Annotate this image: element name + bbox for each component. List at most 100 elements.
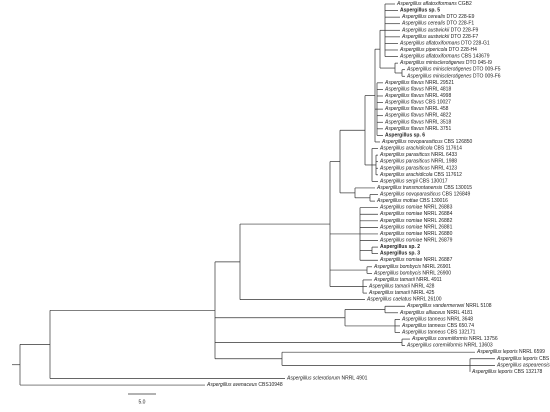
leaf-label: Aspergillus tanneus CBS 132171 <box>401 330 476 336</box>
species-name: Aspergillus flavus <box>384 100 424 106</box>
species-name: Aspergillus sp. 3 <box>380 251 420 257</box>
species-name: Aspergillus tamarii <box>368 290 411 296</box>
leaf-label: Aspergillus sp. 5 <box>400 8 440 14</box>
species-name: Aspergillus flavus <box>384 87 424 93</box>
strain-id: NRRL 26887 <box>422 258 452 264</box>
strain-id: NRRL 26881 <box>422 225 452 231</box>
leaf-label: Aspergillus arachidicola CBS 117614 <box>379 146 462 152</box>
strain-id: NRRL 26884 <box>422 212 452 218</box>
leaf-label: Aspergillus bombycis NRRL 26901 <box>373 264 451 270</box>
leaf-label: Aspergillus flavus NRRL 3518 <box>384 120 451 126</box>
species-name: Aspergillus nomiae <box>379 218 422 224</box>
strain-id: NRRL 4123 <box>430 166 458 172</box>
leaf-label: Aspergillus flavus NRRL 458 <box>384 106 449 112</box>
strain-id: NRRL 428 <box>410 284 435 290</box>
leaf-label: Aspergillus cerealis DTO 228-F1 <box>401 21 474 27</box>
leaf-label: Aspergillus alliaceus NRRL 4181 <box>399 310 473 316</box>
leaf-label: Aspergillus leporis NRRL 6599 <box>476 350 545 356</box>
leaf-label: Aspergillus caelatus NRRL 26100 <box>366 297 442 303</box>
leaf-label: Aspergillus flavus NRRL 4998 <box>384 93 451 99</box>
strain-id: NRRL 26900 <box>421 271 451 277</box>
leaf-label: Aspergillus flavus CBS 10027 <box>384 100 451 106</box>
strain-id: DTO 009-F6 <box>471 74 500 80</box>
leaf-label: Aspergillus leporis CBS 132177 <box>496 356 550 362</box>
leaf-label: Aspergillus nomiae NRRL 26887 <box>379 258 453 264</box>
leaf-label: Aspergillus flavus NRRL 4818 <box>384 87 451 93</box>
species-name: Aspergillus tanneus <box>401 317 446 323</box>
species-name: Aspergillus mottae <box>376 198 418 204</box>
strain-id: NRRL 26100 <box>411 297 441 303</box>
strain-id: CGB2 <box>457 1 472 7</box>
species-name: Aspergillus aflatoxiformans <box>399 54 460 60</box>
species-name: Aspergillus aflatoxiformans <box>399 41 460 47</box>
species-name: Aspergillus austwickii <box>401 34 450 40</box>
species-name: Aspergillus flavus <box>384 126 424 132</box>
strain-id: NRRL 6599 <box>518 350 546 356</box>
leaf-label: Aspergillus bombycis NRRL 26900 <box>373 271 451 277</box>
leaf-label: Aspergillus austwickii DTO 228-F7 <box>401 34 479 40</box>
strain-id: NRRL 3648 <box>446 317 474 323</box>
species-name: Aspergillus flavus <box>384 93 424 99</box>
leaf-label: Aspergillus tamarii NRRL 425 <box>368 290 435 296</box>
leaf-label: Aspergillus minisclerotigenes DTO 009-F6 <box>406 74 501 80</box>
leaf-label: Aspergillus vandermerwei NRRL 5108 <box>406 304 492 310</box>
strain-id: NRRL 13603 <box>463 343 493 349</box>
species-name: Aspergillus sergii <box>379 179 419 185</box>
species-name: Aspergillus arachidicola <box>379 172 433 178</box>
species-name: Aspergillus bombycis <box>373 264 421 270</box>
strain-id: NRRL 26882 <box>422 218 452 224</box>
leaf-label: Aspergillus parasiticus NRRL 1988 <box>379 159 457 165</box>
strain-id: CBS 132171 <box>446 330 476 336</box>
species-name: Aspergillus parasiticus <box>379 159 430 165</box>
strain-id: DTO 228-G1 <box>460 41 490 47</box>
leaf-label: Aspergillus aflatoxiformans CGB2 <box>396 1 472 7</box>
strain-id: DTO 228-F1 <box>445 21 474 27</box>
species-name: Aspergillus transmontanensis <box>376 185 443 191</box>
leaf-label: Aspergillus aspearensis DTO 203-E1 <box>496 363 550 369</box>
leaf-label: Aspergillus tanneus NRRL 3648 <box>401 317 473 323</box>
strain-id: CBS10948 <box>257 382 283 388</box>
strain-id: NRRL 6433 <box>430 152 458 158</box>
strain-id: NRRL 26883 <box>422 205 452 211</box>
species-name: Aspergillus cerealis <box>401 21 446 27</box>
species-name: Aspergillus leporis <box>476 350 518 356</box>
leaf-label: Aspergillus austwickii DTO 228-F9 <box>401 28 479 34</box>
scale-bar-label: 5.0 <box>139 399 146 405</box>
leaf-label: Aspergillus sclerotiorum NRRL 4901 <box>286 376 368 382</box>
species-name: Aspergillus coremiiformis <box>406 343 463 349</box>
species-name: Aspergillus alliaceus <box>399 310 446 316</box>
species-name: Aspergillus flavus <box>384 113 424 119</box>
leaf-label: Aspergillus nomiae NRRL 26882 <box>379 218 453 224</box>
leaf-label: Aspergillus nomiae NRRL 26879 <box>379 238 453 244</box>
strain-id: NRRL 4822 <box>424 113 452 119</box>
leaf-label: Aspergillus minisclerotigenes DTO 009-F5 <box>406 67 501 73</box>
strain-id: DTO 228-F9 <box>449 28 478 34</box>
leaf-label: Aspergillus cerealis DTO 228-E9 <box>401 14 475 20</box>
species-name: Aspergillus nomiae <box>379 238 422 244</box>
strain-id: NRRL 3518 <box>424 120 452 126</box>
leaf-label: Aspergillus nomiae NRRL 26883 <box>379 205 453 211</box>
leaf-label: Aspergillus coremiiformis NRRL 13603 <box>406 343 493 349</box>
species-name: Aspergillus nomiae <box>379 231 422 237</box>
species-name: Aspergillus tanneus <box>401 330 446 336</box>
strain-id: NRRL 458 <box>424 106 449 112</box>
species-name: Aspergillus parasiticus <box>379 152 430 158</box>
species-name: Aspergillus parasiticus <box>379 166 430 172</box>
strain-id: NRRL 26880 <box>422 231 452 237</box>
leaf-label: Aspergillus sergii CBS 130017 <box>379 179 448 185</box>
species-name: Aspergillus minisclerotigenes <box>406 74 472 80</box>
strain-id: CBS 130015 <box>442 185 472 191</box>
species-name: Aspergillus sp. 5 <box>400 8 440 14</box>
strain-id: CBS 143679 <box>460 54 490 60</box>
species-name: Aspergillus nomiae <box>379 258 422 264</box>
species-name: Aspergillus minisclerotigenes <box>406 67 472 73</box>
strain-id: NRRL 1988 <box>430 159 458 165</box>
strain-id: CBS 117612 <box>433 172 463 178</box>
leaf-label: Aspergillus sp. 6 <box>385 133 425 139</box>
strain-id: NRRL 425 <box>410 290 435 296</box>
leaf-label: Aspergillus mottae CBS 130016 <box>376 198 448 204</box>
species-name: Aspergillus flavus <box>384 106 424 112</box>
leaf-label: Aspergillus tanneus CBS 650.74 <box>401 323 474 329</box>
leaf-label: Aspergillus parasiticus NRRL 4123 <box>379 166 457 172</box>
